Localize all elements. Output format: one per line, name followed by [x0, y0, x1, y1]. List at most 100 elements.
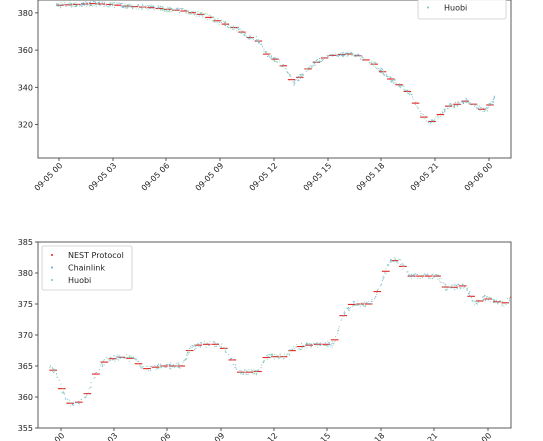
huobi-point: [118, 357, 120, 359]
huobi-point: [535, 289, 536, 290]
huobi-point: [140, 365, 142, 368]
huobi-point: [142, 6, 144, 8]
chainlink-point: [255, 39, 257, 41]
huobi-point: [307, 69, 309, 71]
chainlink-point: [183, 360, 185, 362]
huobi-point: [125, 353, 127, 355]
chainlink-point: [310, 343, 312, 345]
huobi-point: [61, 392, 63, 394]
chainlink-point: [269, 57, 271, 59]
huobi-point: [270, 354, 272, 356]
huobi-point: [69, 1, 71, 3]
huobi-point: [63, 392, 65, 394]
chainlink-point: [462, 103, 465, 105]
chainlink-point: [360, 54, 362, 56]
huobi-point: [503, 305, 505, 307]
huobi-point: [147, 365, 149, 367]
huobi-point: [357, 55, 359, 57]
huobi-point: [430, 278, 432, 280]
huobi-point: [391, 260, 393, 262]
chainlink-point: [157, 7, 159, 9]
huobi-point: [401, 262, 403, 265]
legend-marker: [427, 6, 429, 9]
chainlink-point: [260, 366, 262, 368]
huobi-point: [167, 8, 170, 10]
huobi-point: [147, 370, 149, 372]
chainlink-point: [175, 7, 177, 10]
huobi-point: [488, 103, 490, 105]
chainlink-point: [469, 296, 471, 298]
chainlink-point: [111, 359, 113, 361]
huobi-point: [492, 302, 494, 304]
huobi-point: [131, 4, 133, 6]
huobi-point: [344, 52, 346, 55]
chainlink-point: [197, 343, 199, 345]
huobi-point: [343, 56, 345, 58]
huobi-point: [432, 120, 434, 122]
huobi-point: [221, 19, 223, 21]
chainlink-point: [517, 296, 518, 297]
chainlink-point: [195, 347, 197, 350]
chainlink-point: [209, 18, 211, 20]
huobi-point: [258, 40, 260, 42]
chainlink-point: [337, 330, 339, 332]
huobi-point: [187, 11, 189, 13]
chainlink-point: [507, 302, 509, 304]
huobi-point: [343, 312, 345, 314]
huobi-point: [110, 357, 112, 359]
huobi-point: [220, 20, 222, 22]
huobi-point: [491, 298, 493, 300]
huobi-point: [433, 122, 435, 124]
chainlink-point: [118, 355, 120, 357]
huobi-point: [308, 343, 310, 345]
huobi-point: [350, 306, 352, 308]
huobi-point: [373, 61, 375, 63]
huobi-point: [416, 105, 418, 107]
huobi-point: [244, 32, 246, 34]
chainlink-point: [478, 105, 481, 107]
chainlink-point: [188, 351, 190, 354]
huobi-point: [337, 332, 339, 334]
huobi-point: [158, 6, 160, 8]
chainlink-point: [74, 402, 77, 404]
huobi-point: [395, 82, 397, 85]
huobi-point: [171, 10, 174, 12]
chainlink-point: [290, 75, 292, 78]
huobi-point: [188, 347, 190, 349]
chainlink-point: [94, 372, 96, 374]
chainlink-point: [475, 300, 477, 302]
huobi-point: [305, 342, 308, 344]
chainlink-point: [380, 67, 383, 69]
huobi-point: [501, 300, 503, 302]
chainlink-point: [231, 359, 233, 361]
huobi-point: [458, 102, 460, 104]
huobi-point: [431, 278, 433, 280]
huobi-point: [186, 12, 188, 14]
chainlink-point: [131, 6, 133, 8]
huobi-point: [214, 20, 216, 22]
huobi-point: [340, 53, 342, 56]
huobi-point: [508, 298, 510, 300]
huobi-point: [213, 17, 215, 19]
huobi-point: [116, 355, 118, 357]
chainlink-point: [449, 103, 451, 105]
huobi-point: [209, 340, 211, 342]
chainlink-point: [460, 103, 462, 105]
huobi-point: [375, 62, 377, 64]
huobi-point: [410, 274, 412, 276]
huobi-point: [232, 28, 234, 31]
legend-marker: [51, 279, 53, 281]
chainlink-point: [52, 372, 55, 374]
huobi-point: [529, 293, 530, 294]
huobi-point: [205, 346, 207, 348]
huobi-point: [289, 74, 291, 76]
chainlink-point: [214, 342, 216, 344]
huobi-point: [245, 373, 247, 375]
huobi-point: [125, 5, 127, 7]
huobi-point: [109, 5, 111, 7]
chainlink-point: [403, 88, 405, 90]
huobi-point: [71, 2, 73, 5]
chainlink-point: [116, 2, 118, 4]
huobi-point: [473, 103, 475, 106]
huobi-point: [77, 3, 80, 5]
